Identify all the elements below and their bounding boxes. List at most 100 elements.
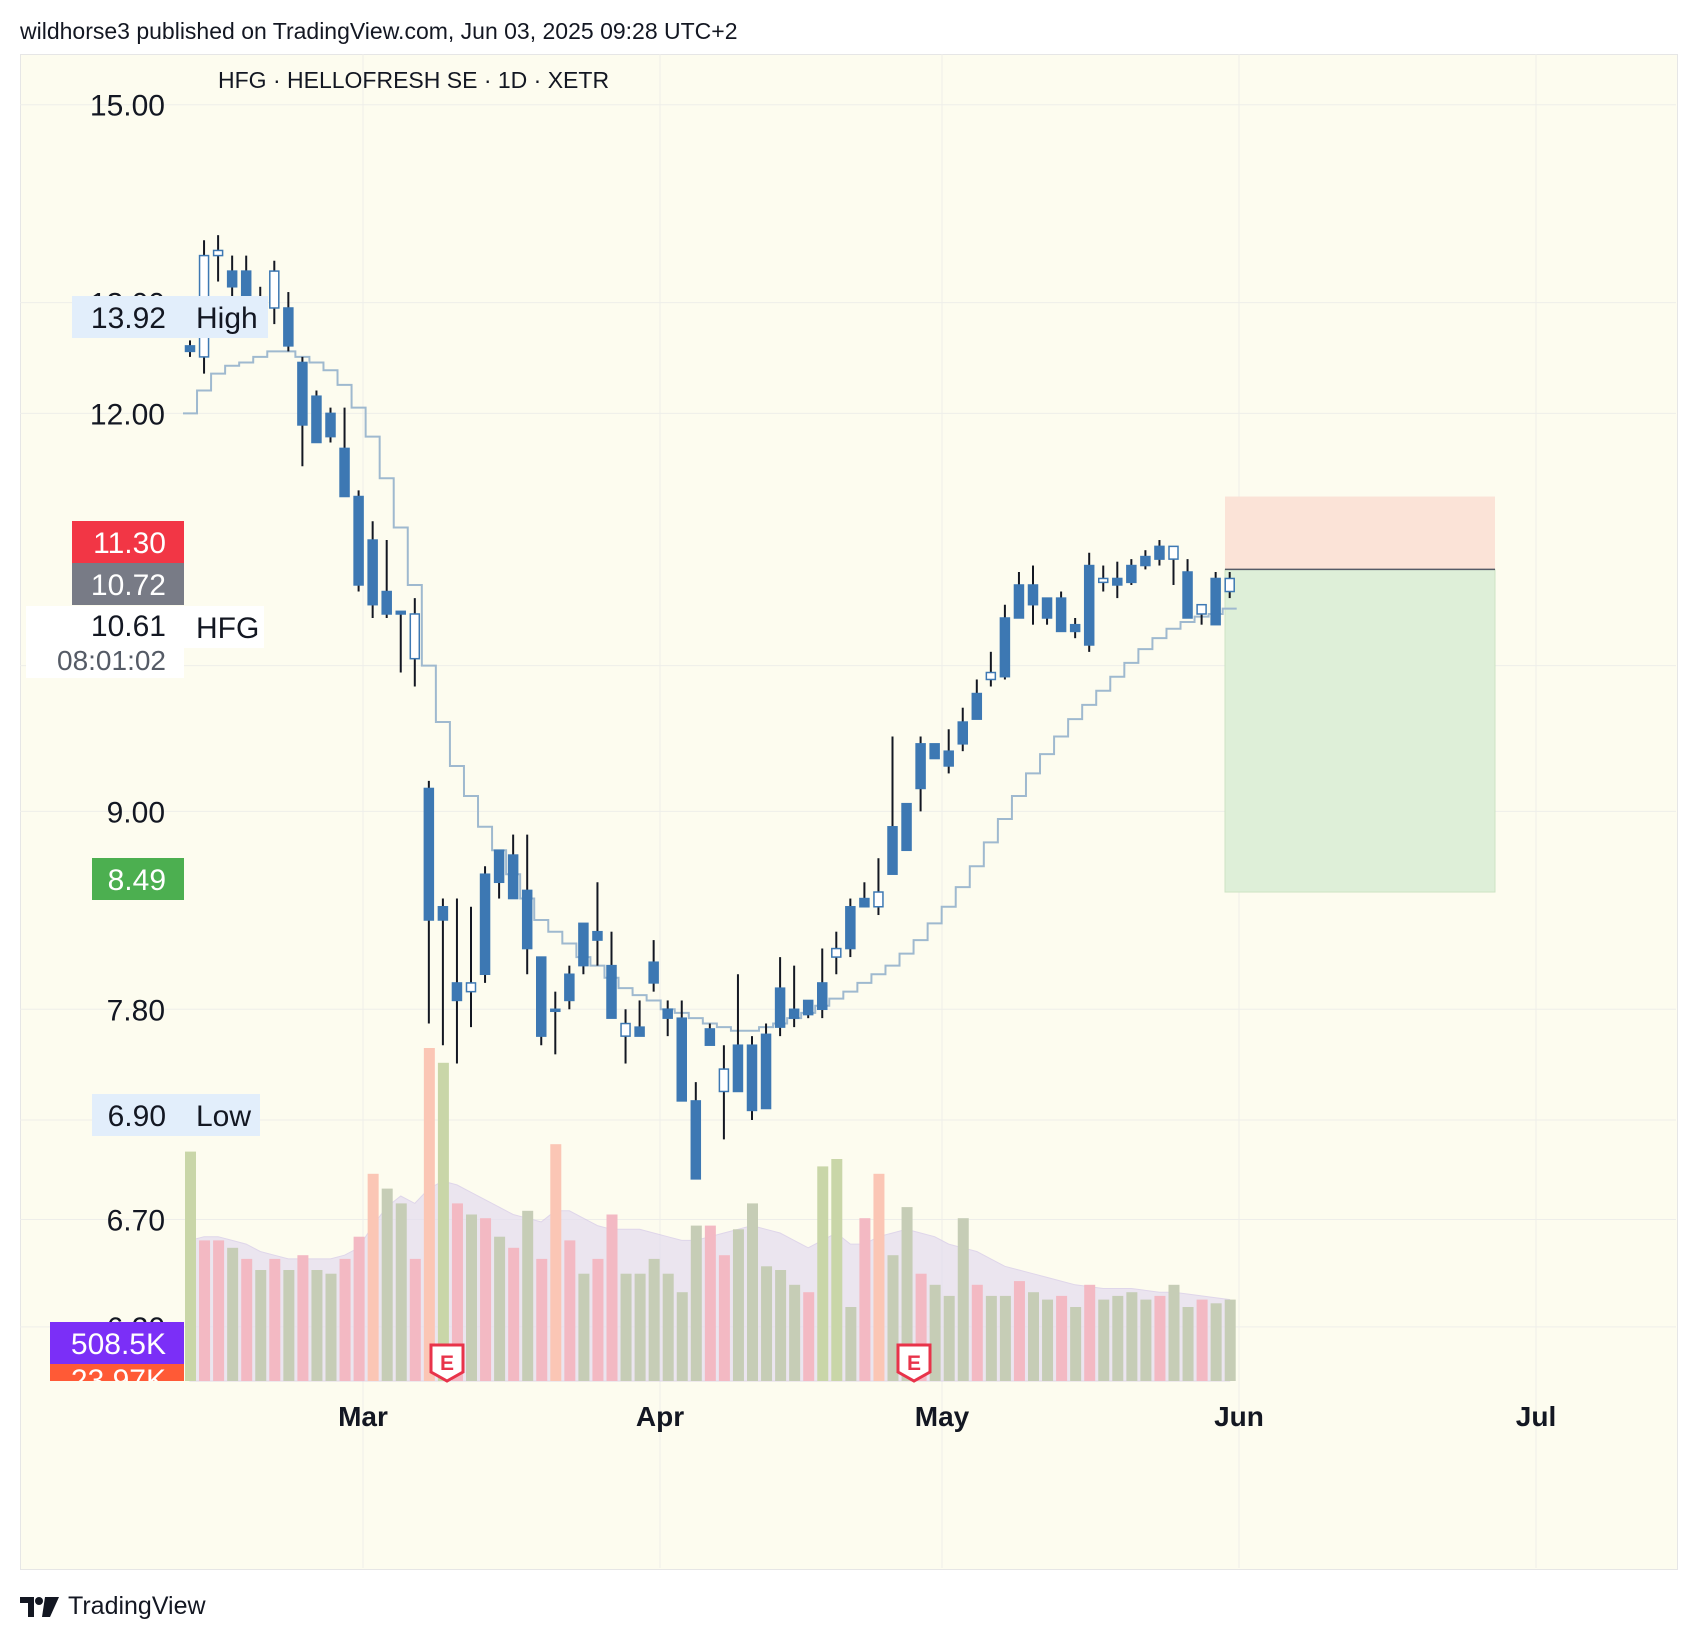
candle: [1083, 552, 1095, 652]
y-tick-label: 9.00: [107, 796, 165, 829]
volume-bar: [732, 1229, 744, 1381]
candle-body: [760, 1033, 772, 1110]
candle-body: [901, 802, 912, 852]
last-price-box: [26, 606, 184, 678]
candle-body: [943, 750, 954, 767]
earnings-letter: E: [440, 1352, 454, 1375]
x-tick-label: May: [915, 1401, 970, 1432]
candle: [507, 834, 519, 900]
high-price-label-bg: [72, 296, 184, 338]
volume-bar: [1070, 1307, 1082, 1381]
price-chart[interactable]: 17.0015.0013.0012.0010.009.007.807.206.7…: [20, 54, 1676, 1568]
volume-bar: [1210, 1303, 1222, 1381]
volume-last-bg: [50, 1364, 184, 1381]
candle-body: [409, 613, 421, 660]
candle-body: [1224, 577, 1235, 593]
candle: [550, 991, 561, 1055]
candle-body: [971, 692, 983, 720]
earnings-badge: [896, 1343, 932, 1383]
candle: [704, 1023, 716, 1046]
volume-bar: [536, 1258, 548, 1381]
candle: [788, 965, 800, 1028]
candle-body: [564, 973, 575, 1002]
candle-body: [493, 849, 505, 884]
candle: [1041, 597, 1053, 625]
candle: [1196, 603, 1207, 625]
candle-body: [831, 947, 842, 958]
candle: [367, 521, 378, 618]
symbol-tag-bg: [184, 606, 264, 648]
volume-bar: [550, 1144, 562, 1381]
volume-bar: [353, 1236, 365, 1381]
volume-bar: [1056, 1295, 1068, 1381]
candle: [662, 1000, 673, 1037]
candle: [578, 922, 589, 975]
candle: [1013, 571, 1025, 619]
target-price-label-text: 8.49: [108, 864, 166, 897]
volume-bar: [775, 1270, 787, 1381]
candle: [297, 356, 308, 467]
candle-body: [873, 891, 884, 908]
candle-body: [845, 906, 856, 950]
low-price-label-bg: [92, 1094, 184, 1136]
candle-body: [297, 361, 308, 426]
candle-body: [451, 982, 463, 1002]
candle: [1069, 617, 1081, 639]
candle-body: [887, 826, 898, 875]
stop-price-label-bg: [72, 521, 184, 563]
candlesticks: [184, 235, 1235, 1180]
volume-bar: [676, 1292, 688, 1381]
volume-bar: [873, 1173, 885, 1381]
candle: [802, 999, 814, 1019]
volume-bar: [817, 1166, 829, 1381]
volume-bar: [999, 1295, 1011, 1381]
volume-bar: [704, 1225, 716, 1381]
candle-body: [381, 590, 392, 615]
candle: [957, 707, 968, 752]
candle-body: [395, 610, 406, 615]
candle: [676, 1000, 687, 1102]
candle: [887, 736, 898, 875]
candle-body: [423, 787, 435, 921]
candle-body: [507, 854, 519, 900]
candle: [746, 1036, 758, 1120]
candle-body: [479, 873, 491, 976]
stop-loss-zone: [1225, 496, 1495, 570]
bar-countdown-text: 08:01:02: [57, 645, 166, 676]
candle: [845, 898, 856, 958]
footer[interactable]: TradingView: [20, 1592, 206, 1621]
candle: [283, 292, 294, 352]
volume-bar: [957, 1218, 969, 1381]
candle: [1126, 559, 1137, 585]
volume-bar: [803, 1292, 815, 1381]
volume-bar: [718, 1255, 730, 1381]
candle-body: [550, 1008, 561, 1013]
volume-bar: [311, 1270, 323, 1381]
volume-bar: [1098, 1299, 1110, 1381]
volume-pane: [185, 1048, 1236, 1382]
candle: [423, 780, 435, 1024]
volume-bar: [592, 1258, 604, 1381]
candle: [901, 802, 912, 852]
earnings-letter: E: [907, 1352, 921, 1375]
volume-bar: [1028, 1292, 1039, 1381]
volume-bar: [564, 1240, 576, 1381]
volume-bar: [620, 1273, 632, 1381]
candle: [1055, 591, 1067, 633]
volume-bar: [606, 1214, 618, 1381]
candle-body: [521, 889, 533, 950]
candle-body: [1098, 577, 1109, 584]
volume-bar: [747, 1203, 758, 1381]
volume-bar: [985, 1295, 997, 1381]
volume-bar: [901, 1207, 913, 1381]
candle-body: [311, 395, 322, 444]
candle-body: [1196, 603, 1207, 615]
candle-body: [1041, 597, 1053, 619]
volume-bar: [199, 1240, 211, 1381]
candle: [817, 948, 828, 1019]
last-price-box-bg: [26, 606, 184, 678]
candle: [985, 651, 997, 687]
candle: [760, 1023, 772, 1110]
low-tag-bg: [184, 1094, 260, 1136]
candle: [564, 965, 575, 1010]
